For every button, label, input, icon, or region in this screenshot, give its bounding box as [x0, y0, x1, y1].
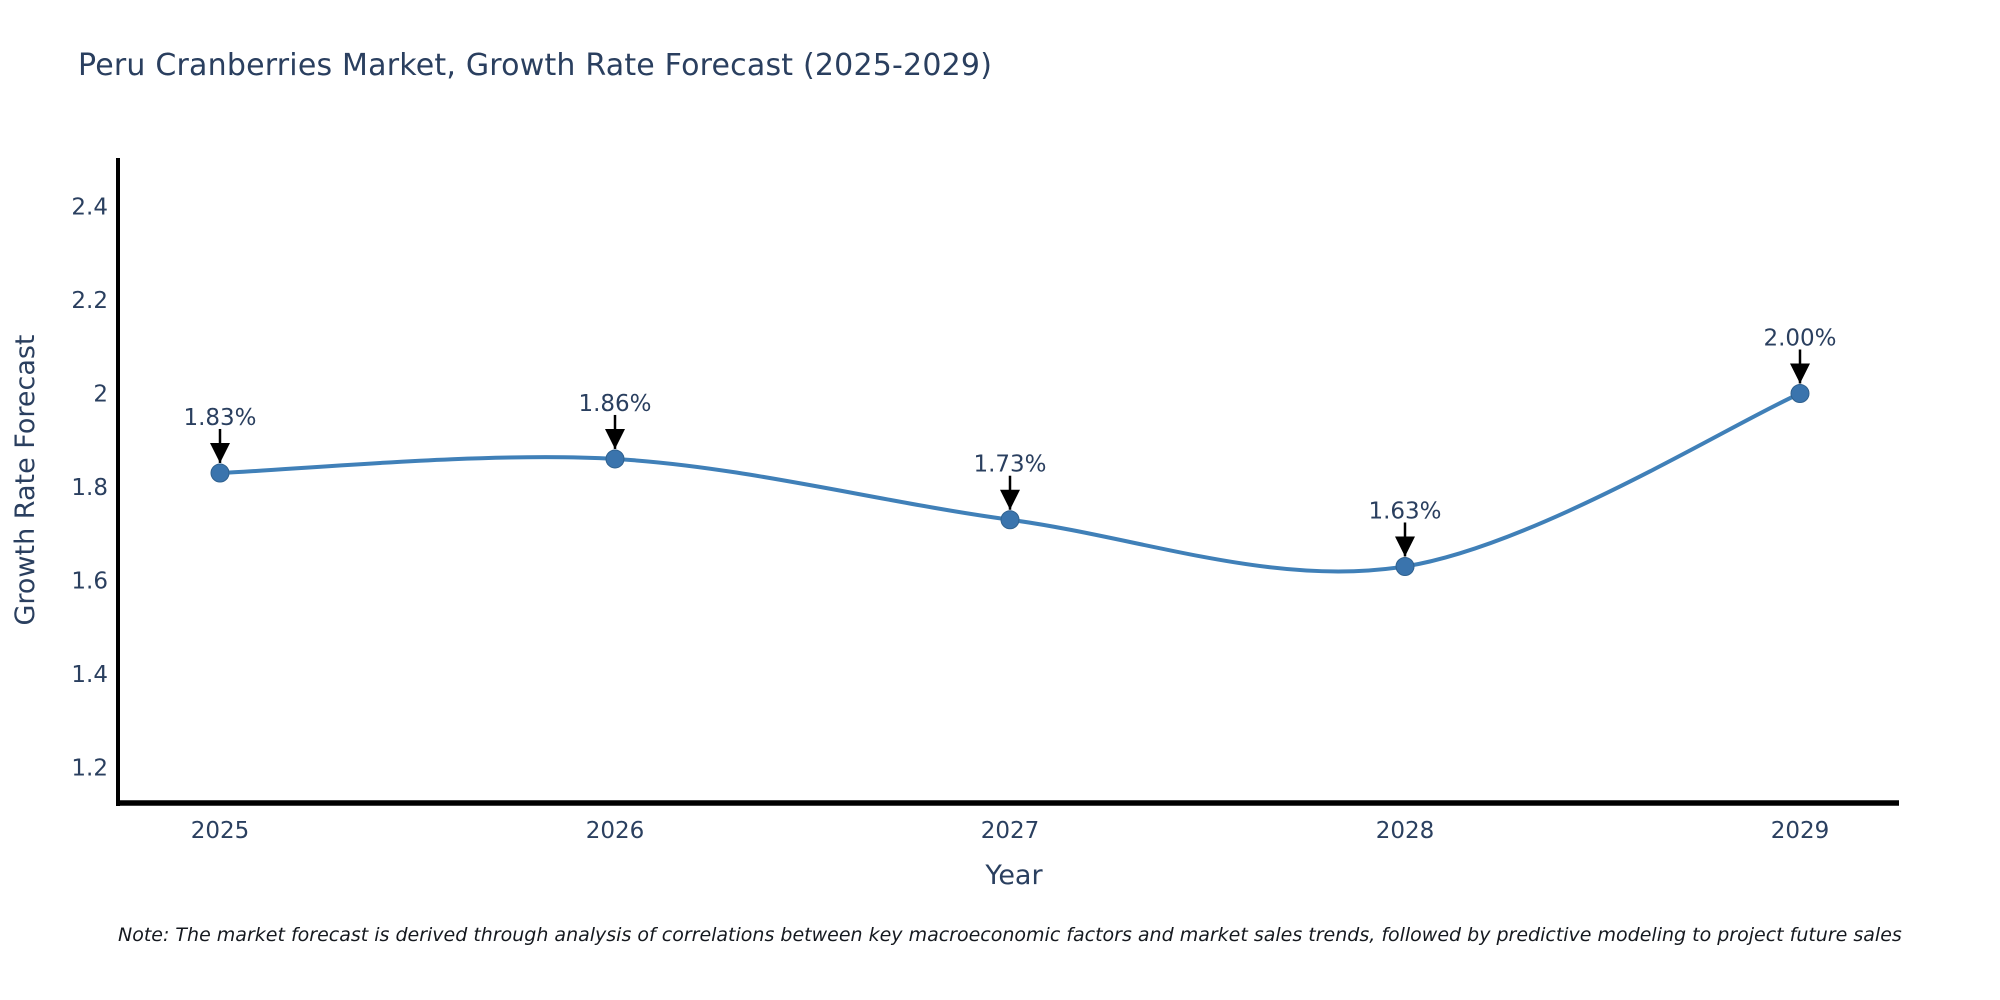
x-tick-label: 2026 — [586, 818, 645, 844]
y-tick-label: 1.2 — [71, 756, 108, 782]
x-tick-label: 2027 — [981, 818, 1040, 844]
data-point-marker — [605, 449, 625, 469]
point-label: 1.63% — [1368, 498, 1441, 524]
chart-title: Peru Cranberries Market, Growth Rate For… — [78, 48, 993, 83]
y-tick-label: 2.2 — [71, 288, 108, 314]
point-annotations: 1.83% 1.86% 1.73% 1.63% 2.00% — [183, 326, 1837, 557]
point-label: 1.86% — [578, 391, 651, 417]
y-tick-label: 2.4 — [71, 195, 108, 221]
x-tick-label: 2029 — [1771, 818, 1830, 844]
x-tick-label: 2028 — [1376, 818, 1435, 844]
data-point-marker — [1790, 384, 1810, 403]
y-tick-labels: 1.2 1.4 1.6 1.8 2 2.2 2.4 — [71, 195, 108, 782]
x-tick-label: 2025 — [191, 818, 250, 844]
y-tick-label: 2 — [93, 382, 108, 408]
data-point-markers — [210, 384, 1810, 576]
y-tick-label: 1.4 — [71, 662, 108, 688]
point-label: 1.83% — [183, 405, 256, 431]
data-point-marker — [1000, 510, 1020, 530]
x-axis-title: Year — [985, 860, 1043, 891]
point-label: 1.73% — [973, 452, 1046, 478]
point-label: 2.00% — [1763, 326, 1836, 352]
data-point-marker — [210, 463, 230, 483]
y-tick-label: 1.6 — [71, 569, 108, 595]
x-tick-labels: 2025 2026 2027 2028 2029 — [191, 818, 1830, 844]
footnote: Note: The market forecast is derived thr… — [118, 924, 1902, 946]
y-tick-label: 1.8 — [71, 475, 108, 501]
data-point-marker — [1395, 556, 1415, 576]
